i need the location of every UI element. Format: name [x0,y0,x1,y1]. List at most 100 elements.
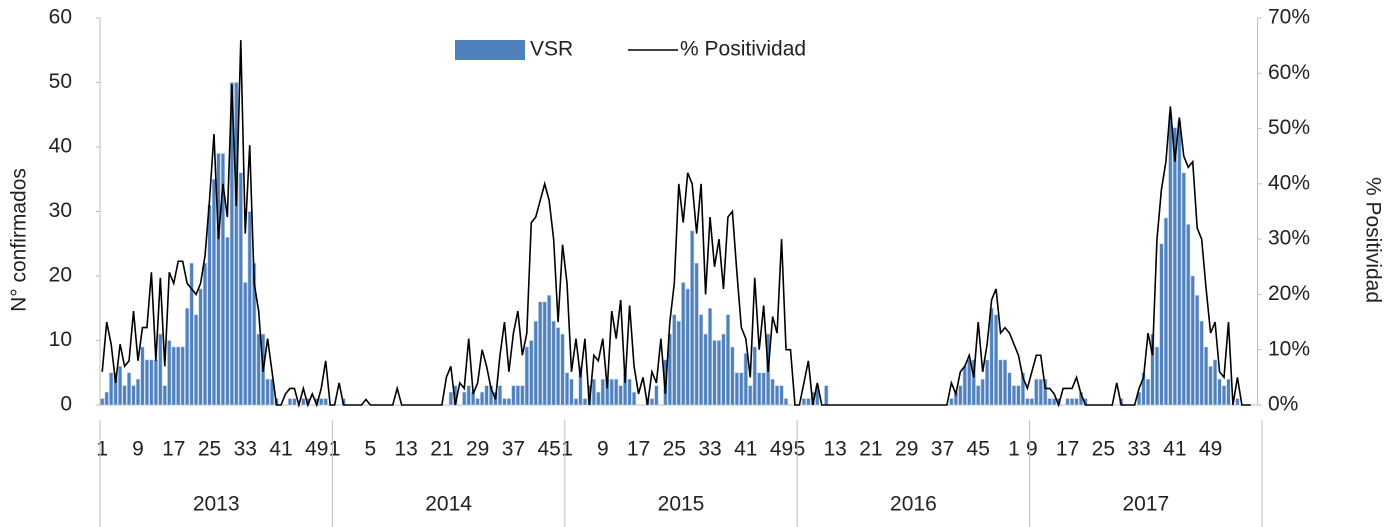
bar [971,359,976,406]
bar [694,262,699,406]
bar [448,391,453,406]
y2-tick-label: 40% [1268,171,1310,194]
bar [1074,398,1079,406]
bar [502,398,507,406]
bar [681,282,686,406]
bar [100,398,105,406]
x-tick-label: 17 [627,438,650,461]
bar [547,295,552,406]
bar [202,262,208,406]
bar [743,353,748,406]
bar [757,372,762,406]
y2-tick-label: 10% [1268,337,1310,360]
bar [712,340,717,406]
y-tick-label: 50 [49,70,72,93]
y2-tick-label: 60% [1268,61,1310,84]
bar [958,385,963,406]
bar [1011,385,1017,406]
bar [506,398,512,406]
bar [1047,398,1052,406]
x-tick-label: 17 [1056,438,1079,461]
bar [716,340,722,406]
y2-axis-title: % Positividad [1361,177,1384,303]
bar [551,320,556,406]
bar [319,398,324,406]
group-label: 2015 [658,493,705,516]
bar [721,333,726,406]
bar [707,307,713,406]
bar [229,82,234,406]
x-tick-label: 41 [1163,438,1186,461]
bar [131,385,136,406]
y-tick-label: 30 [49,199,72,222]
bar [783,398,789,406]
x-tick-label: 45 [537,438,560,461]
bar [725,314,731,406]
bar [497,385,503,406]
x-tick-label: 9 [1026,438,1038,461]
y-tick-label: 40 [49,135,72,158]
bar [323,398,328,406]
bar [989,307,994,406]
bar [739,372,744,406]
bar [1177,120,1182,406]
x-tick-label: 33 [1127,438,1150,461]
bar [511,385,516,406]
bar [1195,295,1200,406]
bar [1199,320,1204,406]
x-tick-label: 37 [931,438,954,461]
bar [703,333,708,406]
bar [520,385,525,406]
bar [515,385,520,406]
bar [1208,365,1213,406]
bar [538,301,543,406]
bar [627,378,632,406]
bar [243,282,248,406]
bar [484,385,489,406]
bar [542,301,547,406]
bar [1145,378,1151,406]
x-tick-label: 13 [394,438,417,461]
bar [153,359,158,406]
bar [748,385,753,406]
bar [149,359,154,406]
bar [1226,378,1231,406]
group-label: 2013 [193,493,240,516]
bar [234,82,239,406]
bar [269,378,275,406]
bar [564,372,570,406]
bar [578,365,583,406]
y-tick-label: 60 [49,6,72,29]
bar [770,378,775,406]
bar [466,385,471,406]
y2-tick-label: 50% [1268,116,1310,139]
bar [287,398,293,406]
x-tick-label: 5 [794,438,806,461]
bar [998,359,1003,406]
bar [1168,114,1173,406]
x-tick-label: 1 [561,438,573,461]
bar [1016,385,1021,406]
bar [1159,243,1164,406]
bar [761,372,766,406]
bar [591,378,596,406]
x-tick-label: 29 [466,438,489,461]
x-tick-label: 29 [895,438,918,461]
bar [144,359,150,406]
y-axis-title: N° confirmados [8,168,31,312]
bar [238,172,243,406]
bar [118,365,123,406]
bar [189,262,194,406]
bar [256,333,261,406]
bar [113,372,118,406]
bar [806,398,811,406]
y2-tick-label: 30% [1268,227,1310,250]
bar [824,385,829,406]
bar [654,385,659,406]
x-tick-label: 21 [859,438,882,461]
bar [265,378,270,406]
bar [1137,391,1142,406]
bar [104,391,109,406]
bar [1065,398,1070,406]
x-tick-label: 25 [198,438,221,461]
